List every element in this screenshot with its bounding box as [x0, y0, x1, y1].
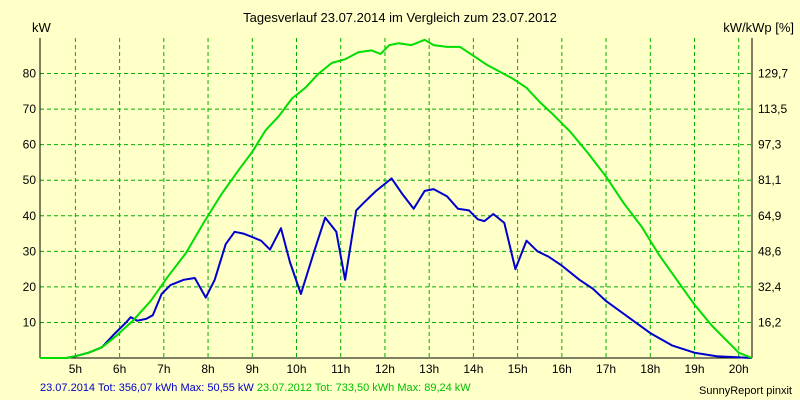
y-tick-label-right: 48,6 [758, 244, 782, 258]
y-tick-label-right: 16,2 [758, 315, 782, 329]
x-tick-label: 13h [419, 362, 439, 376]
y-tick-label-right: 97,3 [758, 138, 782, 152]
series-line-23-07-2012 [40, 38, 753, 359]
y-tick-label-right: 64,9 [758, 209, 782, 223]
x-tick-label: 19h [684, 362, 704, 376]
x-tick-label: 9h [246, 362, 259, 376]
y-tick-label-right: 81,1 [758, 173, 782, 187]
chart-title: Tagesverlauf 23.07.2014 im Vergleich zum… [243, 10, 557, 25]
axes [39, 38, 753, 359]
credit-text: SunnyReport pinxit [699, 385, 792, 397]
x-tick-label: 5h [69, 362, 82, 376]
y-tick-label-left: 30 [23, 244, 37, 258]
legend-series-2014: 23.07.2014 Tot: 356,07 kWh Max: 50,55 kW [40, 382, 254, 394]
x-tick-label: 6h [113, 362, 126, 376]
series-line-23-07-2014 [40, 177, 753, 359]
legend-summary: 23.07.2014 Tot: 356,07 kWh Max: 50,55 kW… [40, 382, 471, 394]
y-tick-label-left: 80 [23, 67, 37, 81]
ticks: 5h 6h 7h 8h 9h 10h 11h 12h 13h 14h 15h 16h 17h 18h 19h… [23, 67, 789, 376]
y-tick-label-left: 50 [23, 173, 37, 187]
y-tick-label-left: 10 [23, 315, 37, 329]
y-tick-label-left: 70 [23, 102, 37, 116]
x-tick-label: 16h [552, 362, 572, 376]
y-tick-label-left: 40 [23, 209, 37, 223]
y-axis-label-right: kW/kWp [%] [723, 20, 794, 35]
x-tick-label: 12h [375, 362, 395, 376]
y-tick-label-right: 32,4 [758, 280, 782, 294]
y-tick-label-left: 20 [23, 280, 37, 294]
x-tick-label: 14h [463, 362, 483, 376]
x-tick-label: 11h [331, 362, 350, 376]
x-tick-label: 10h [286, 362, 306, 376]
x-tick-label: 20h [729, 362, 749, 376]
y-tick-label-right: 129,7 [758, 67, 788, 81]
y-tick-label-right: 113,5 [758, 102, 787, 116]
series [40, 38, 753, 359]
y-tick-label-left: 60 [23, 138, 37, 152]
legend-series-2012: 23.07.2012 Tot: 733,50 kWh Max: 89,24 kW [256, 382, 471, 394]
x-tick-label: 7h [157, 362, 170, 376]
x-tick-label: 18h [640, 362, 660, 376]
y-axis-label-left: kW [32, 20, 51, 35]
grid [40, 38, 752, 358]
x-tick-label: 8h [201, 362, 214, 376]
x-tick-label: 17h [596, 362, 616, 376]
x-tick-label: 15h [508, 362, 528, 376]
